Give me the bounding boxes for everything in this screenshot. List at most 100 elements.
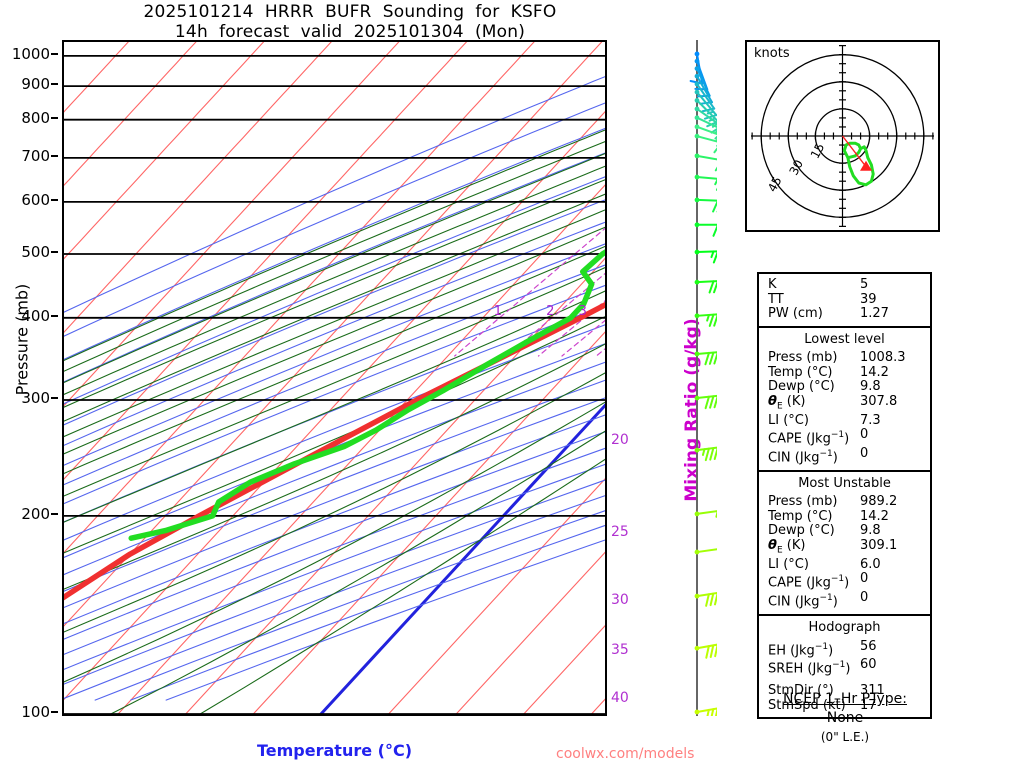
pressure-tick: [51, 251, 58, 254]
stat-value: 17: [860, 697, 877, 713]
stat-key: StmDir (°): [768, 683, 834, 699]
pressure-tick-label: 200: [21, 504, 50, 523]
stat-key: StmSpd (kt): [768, 697, 846, 713]
mixing-ratio-curve-label: 1: [494, 304, 502, 319]
watermark: coolwx.com/models: [556, 746, 695, 762]
skewt-plot[interactable]: 1 2 3: [62, 40, 607, 716]
stats-hodograph-section: Hodograph EH (Jkg−1) 56 SREH (Jkg−1) 60 StmD…: [759, 616, 930, 717]
most-unstable-rows: Press (mb) 989.2 Temp (°C) 14.2 Dewp (°C) 9.8…: [759, 495, 930, 610]
stat-key: CAPE (Jkg−1): [768, 574, 850, 591]
stat-key: PW (cm): [768, 306, 823, 321]
stat-key: LI (°C): [768, 412, 809, 428]
section-heading: Lowest level: [804, 331, 885, 347]
stat-row: Press (mb) 989.2: [759, 495, 930, 510]
pressure-tick-label: 100: [21, 703, 50, 721]
stat-row: SREH (Jkg−1) 60: [759, 658, 930, 677]
stat-key: CIN (Jkg−1): [768, 448, 838, 466]
stat-value: 311: [860, 683, 885, 699]
stat-key: Temp (°C): [768, 364, 833, 380]
lowest-level-rows: Press (mb) 1008.3 Temp (°C) 14.2 Dewp (°C) 9.…: [759, 350, 930, 466]
hodograph-panel[interactable]: 15 30 45: [745, 40, 940, 232]
hodograph-stat-rows: EH (Jkg−1) 56 SREH (Jkg−1) 60 StmDir (°) 311 S…: [759, 638, 930, 714]
sounding-stats-panel: K 5 TT 39 PW (cm) 1.27 Lowest level Pres…: [757, 272, 932, 720]
pressure-tick: [51, 711, 58, 713]
mixing-ratio-tick-label: 25: [611, 524, 629, 540]
stat-key: θE (K): [768, 537, 806, 556]
temperature-axis: [62, 718, 607, 742]
stat-value: 0: [860, 571, 869, 587]
stat-row: Dewp (°C) 9.8: [759, 379, 930, 395]
stat-value: 0: [860, 445, 869, 461]
wind-barb-canvas: [689, 39, 728, 723]
stat-row: LI (°C) 6.0: [759, 556, 930, 573]
stat-row: CAPE (Jkg−1) 0: [759, 572, 930, 591]
pressure-tick-label: 400: [21, 306, 50, 325]
stat-key: CIN (Jkg−1): [768, 593, 838, 610]
pressure-tick: [51, 512, 58, 515]
mixing-ratio-curve-label: 3: [579, 304, 587, 319]
section-heading: Most Unstable: [798, 475, 891, 491]
pressure-tick-label: 700: [21, 146, 50, 165]
pressure-tick: [51, 314, 58, 317]
title-line-2: 14h forecast valid 2025101304 (Mon): [174, 22, 526, 42]
temperature-axis-label: Temperature (°C): [256, 741, 413, 760]
mixing-ratio-tick-label: 35: [611, 642, 629, 658]
stat-key: CAPE (Jkg−1): [768, 430, 850, 447]
page-title: 2025101214 HRRR BUFR Sounding for KSFO 1…: [0, 2, 700, 42]
stat-key: K: [768, 277, 777, 292]
pressure-tick-label: 300: [21, 389, 50, 408]
stat-value: 989.2: [860, 494, 898, 510]
stat-key: Dewp (°C): [768, 379, 835, 394]
ptype-panel: NCEP 1–Hr PType: None (0" L.E.): [740, 690, 950, 747]
stat-value: 5: [860, 277, 869, 292]
stat-value: 14.2: [860, 508, 889, 524]
pressure-tick: [51, 116, 58, 119]
mixing-ratio-tick-label: 40: [611, 690, 629, 706]
stat-row: CIN (Jkg−1) 0: [759, 445, 930, 466]
pressure-tick-label: 600: [21, 190, 50, 209]
stat-value: 60: [860, 657, 877, 673]
stat-row: CIN (Jkg−1) 0: [759, 590, 930, 610]
pressure-tick-label: 900: [21, 75, 50, 94]
stat-key: Dewp (°C): [768, 523, 835, 539]
stat-value: 0: [860, 427, 869, 443]
stat-value: 1.27: [860, 306, 889, 321]
pressure-tick-label: 500: [21, 243, 50, 262]
stat-row: Dewp (°C) 9.8: [759, 524, 930, 539]
stat-key: TT: [768, 291, 784, 307]
stat-value: 0: [860, 590, 869, 606]
stat-value: 7.3: [860, 412, 881, 428]
title-line-1: 2025101214 HRRR BUFR Sounding for KSFO: [143, 2, 557, 22]
stat-value: 9.8: [860, 379, 881, 394]
stat-row: θE (K) 307.8: [759, 393, 930, 414]
stat-row: StmSpd (kt) 17: [759, 697, 930, 714]
stat-value: 6.0: [860, 556, 881, 572]
stat-key: LI (°C): [768, 556, 809, 572]
ptype-liquid-equivalent: (0" L.E.): [820, 730, 870, 744]
pressure-tick: [51, 397, 58, 400]
stat-row: LI (°C) 7.3: [759, 412, 930, 429]
stat-row: PW (cm) 1.27: [759, 306, 930, 322]
stats-most-unstable-section: Most Unstable Press (mb) 989.2 Temp (°C) 14…: [759, 472, 930, 616]
wind-barb-column: [655, 39, 728, 723]
pressure-tick: [51, 83, 58, 86]
stat-key: SREH (Jkg−1): [768, 660, 851, 677]
ptype-heading: NCEP 1–Hr PType:: [783, 691, 907, 707]
stat-row: EH (Jkg−1) 56: [759, 638, 930, 659]
mixing-ratio-curve-label: 2: [546, 304, 554, 319]
stat-value: 56: [860, 638, 877, 654]
stat-row: CAPE (Jkg−1) 0: [759, 427, 930, 447]
stat-value: 309.1: [860, 537, 898, 553]
pressure-tick: [51, 52, 58, 55]
hodograph-units-label: knots: [754, 46, 790, 61]
mixing-ratio-tick-label: 20: [611, 432, 629, 448]
stat-value: 14.2: [860, 364, 889, 380]
stat-key: Press (mb): [768, 350, 838, 365]
mixing-ratio-tick-label: 30: [611, 592, 629, 608]
stats-lowest-level-section: Lowest level Press (mb) 1008.3 Temp (°C) 14…: [759, 328, 930, 472]
stat-key: θE (K): [768, 393, 806, 412]
stats-indices-section: K 5 TT 39 PW (cm) 1.27: [759, 274, 930, 328]
pressure-tick-label: 800: [21, 108, 50, 127]
stat-row: StmDir (°) 311: [759, 684, 930, 699]
